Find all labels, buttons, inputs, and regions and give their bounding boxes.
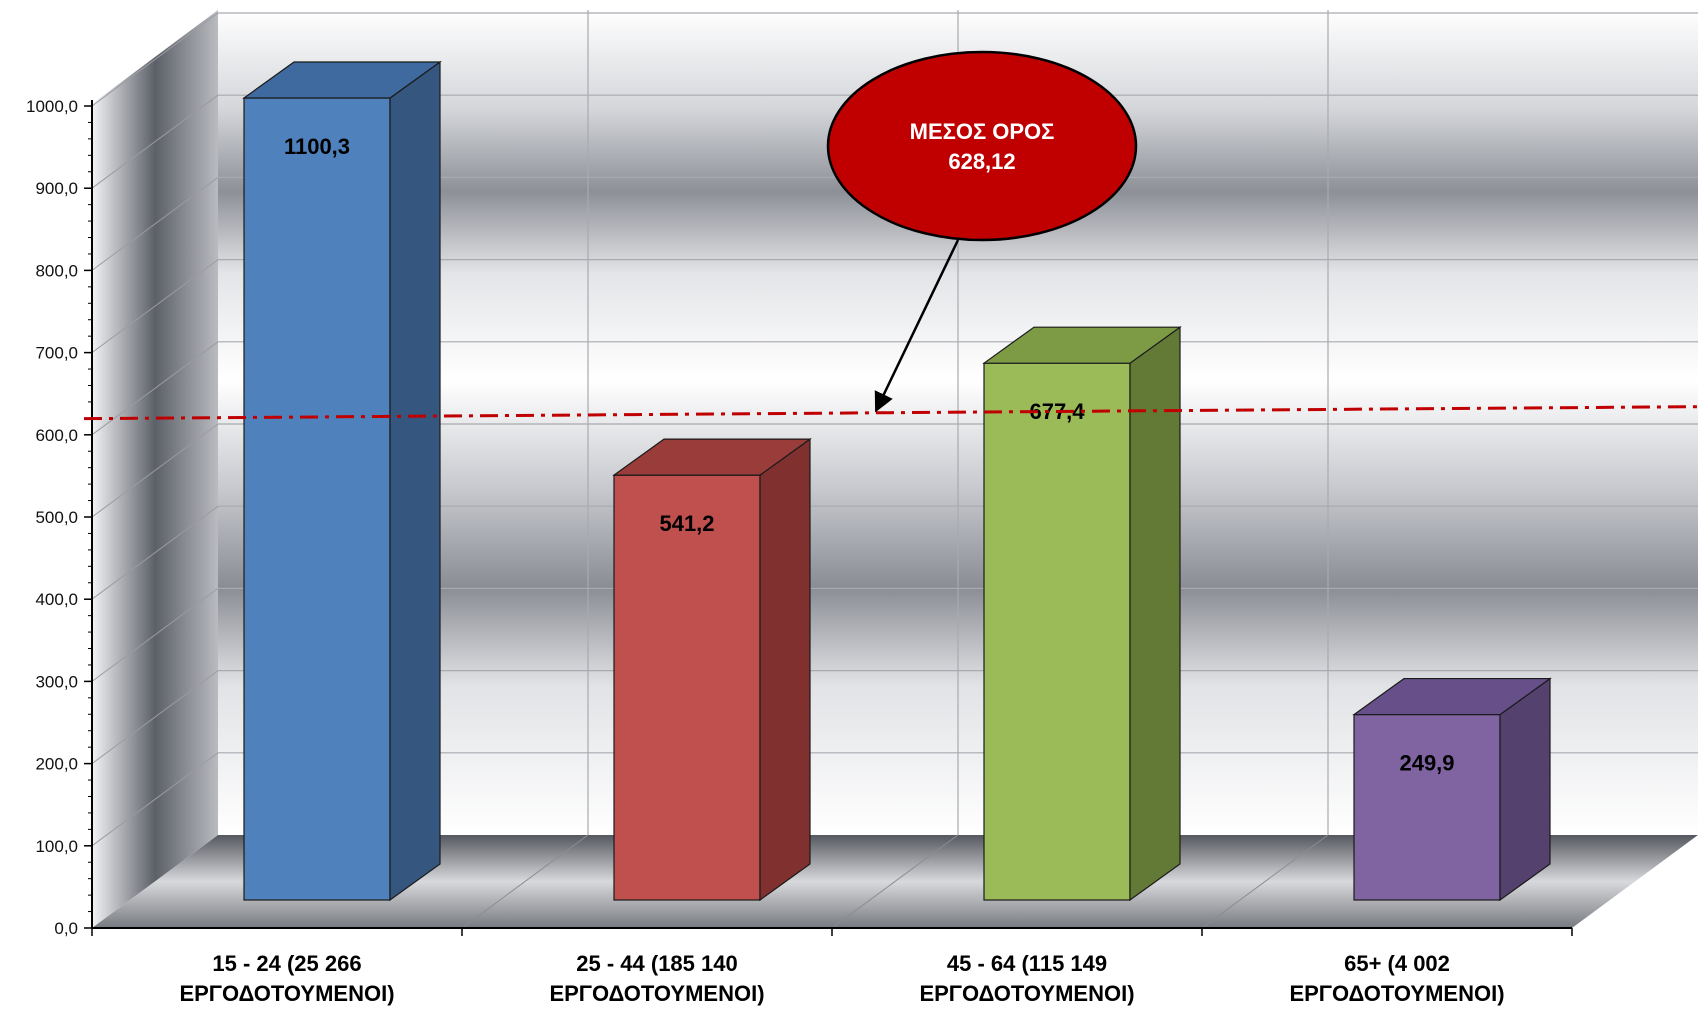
y-tick-label: 400,0 <box>35 590 78 609</box>
y-tick-label: 600,0 <box>35 426 78 445</box>
side-gridline <box>91 505 219 600</box>
y-tick-label: 900,0 <box>35 179 78 198</box>
side-gridline <box>91 423 219 518</box>
bar: 249,9 <box>1352 677 1552 902</box>
average-annotation: ΜΕΣΟΣ ΟΡΟΣ 628,12 <box>83 50 1699 421</box>
callout-arrow <box>874 239 960 413</box>
side-gridline <box>91 259 219 354</box>
bar: 677,4 <box>982 326 1182 902</box>
axes: 0,0 100,0 200,0 300,0 400,0 500,0 600,0 700,0 80… <box>26 97 1573 938</box>
bar-top <box>612 438 812 476</box>
bar-top <box>982 326 1182 364</box>
gridlines <box>91 10 1698 929</box>
y-tick-label: 700,0 <box>35 344 78 363</box>
y-tick-label: 500,0 <box>35 508 78 527</box>
bar: 1100,3 <box>242 60 442 902</box>
average-line <box>83 405 1699 421</box>
y-tick-label: 300,0 <box>35 672 78 691</box>
average-callout <box>826 50 1138 242</box>
side-wall <box>92 10 218 928</box>
x-category-label: ΕΡΓΟΔΟΤΟΥΜΕΝΟΙ) <box>179 981 394 1006</box>
average-label: ΜΕΣΟΣ ΟΡΟΣ <box>910 119 1055 144</box>
bar-front <box>1353 713 1501 901</box>
y-tick-label: 200,0 <box>35 755 78 774</box>
y-tick-label: 0,0 <box>54 919 78 938</box>
x-category-label: 25 - 44 (185 140 <box>576 951 737 976</box>
bar-top <box>1352 677 1552 716</box>
y-tick-label: 1000,0 <box>26 97 78 116</box>
side-gridline <box>91 670 219 765</box>
side-gridline <box>91 752 219 847</box>
average-value: 628,12 <box>948 149 1015 174</box>
floor-gridline <box>461 834 589 929</box>
x-category-label: ΕΡΓΟΔΟΤΟΥΜΕΝΟΙ) <box>919 981 1134 1006</box>
bar-side <box>389 60 441 902</box>
bar-side <box>1499 677 1551 902</box>
side-gridline <box>91 176 219 271</box>
data-label: 541,2 <box>659 511 714 536</box>
x-category-label: ΕΡΓΟΔΟΤΟΥΜΕΝΟΙ) <box>1289 981 1504 1006</box>
floor-gridline <box>831 834 959 929</box>
bar-front <box>983 362 1131 901</box>
data-label: 1100,3 <box>284 134 350 159</box>
x-axis-labels: 15 - 24 (25 266 ΕΡΓΟΔΟΤΟΥΜΕΝΟΙ) 25 - 44 (1… <box>179 951 1504 1006</box>
x-category-label: ΕΡΓΟΔΟΤΟΥΜΕΝΟΙ) <box>549 981 764 1006</box>
side-gridline <box>91 587 219 682</box>
x-category-label: 65+ (4 002 <box>1344 951 1450 976</box>
bar-side <box>759 437 811 902</box>
bar-front <box>613 474 761 901</box>
bars: 1100,3 541,2 677,4 249,9 <box>242 60 1552 902</box>
bar: 541,2 <box>612 437 812 902</box>
bar-front <box>243 97 391 901</box>
side-gridline <box>91 12 219 107</box>
y-tick-label: 800,0 <box>35 261 78 280</box>
data-label: 249,9 <box>1399 751 1454 776</box>
y-tick-label: 100,0 <box>35 837 78 856</box>
floor-gridline <box>1201 834 1329 929</box>
side-gridline <box>91 94 219 189</box>
x-category-label: 15 - 24 (25 266 <box>212 951 361 976</box>
bar-side <box>1129 326 1181 902</box>
x-category-label: 45 - 64 (115 149 <box>947 951 1107 976</box>
bar-top <box>242 61 442 99</box>
